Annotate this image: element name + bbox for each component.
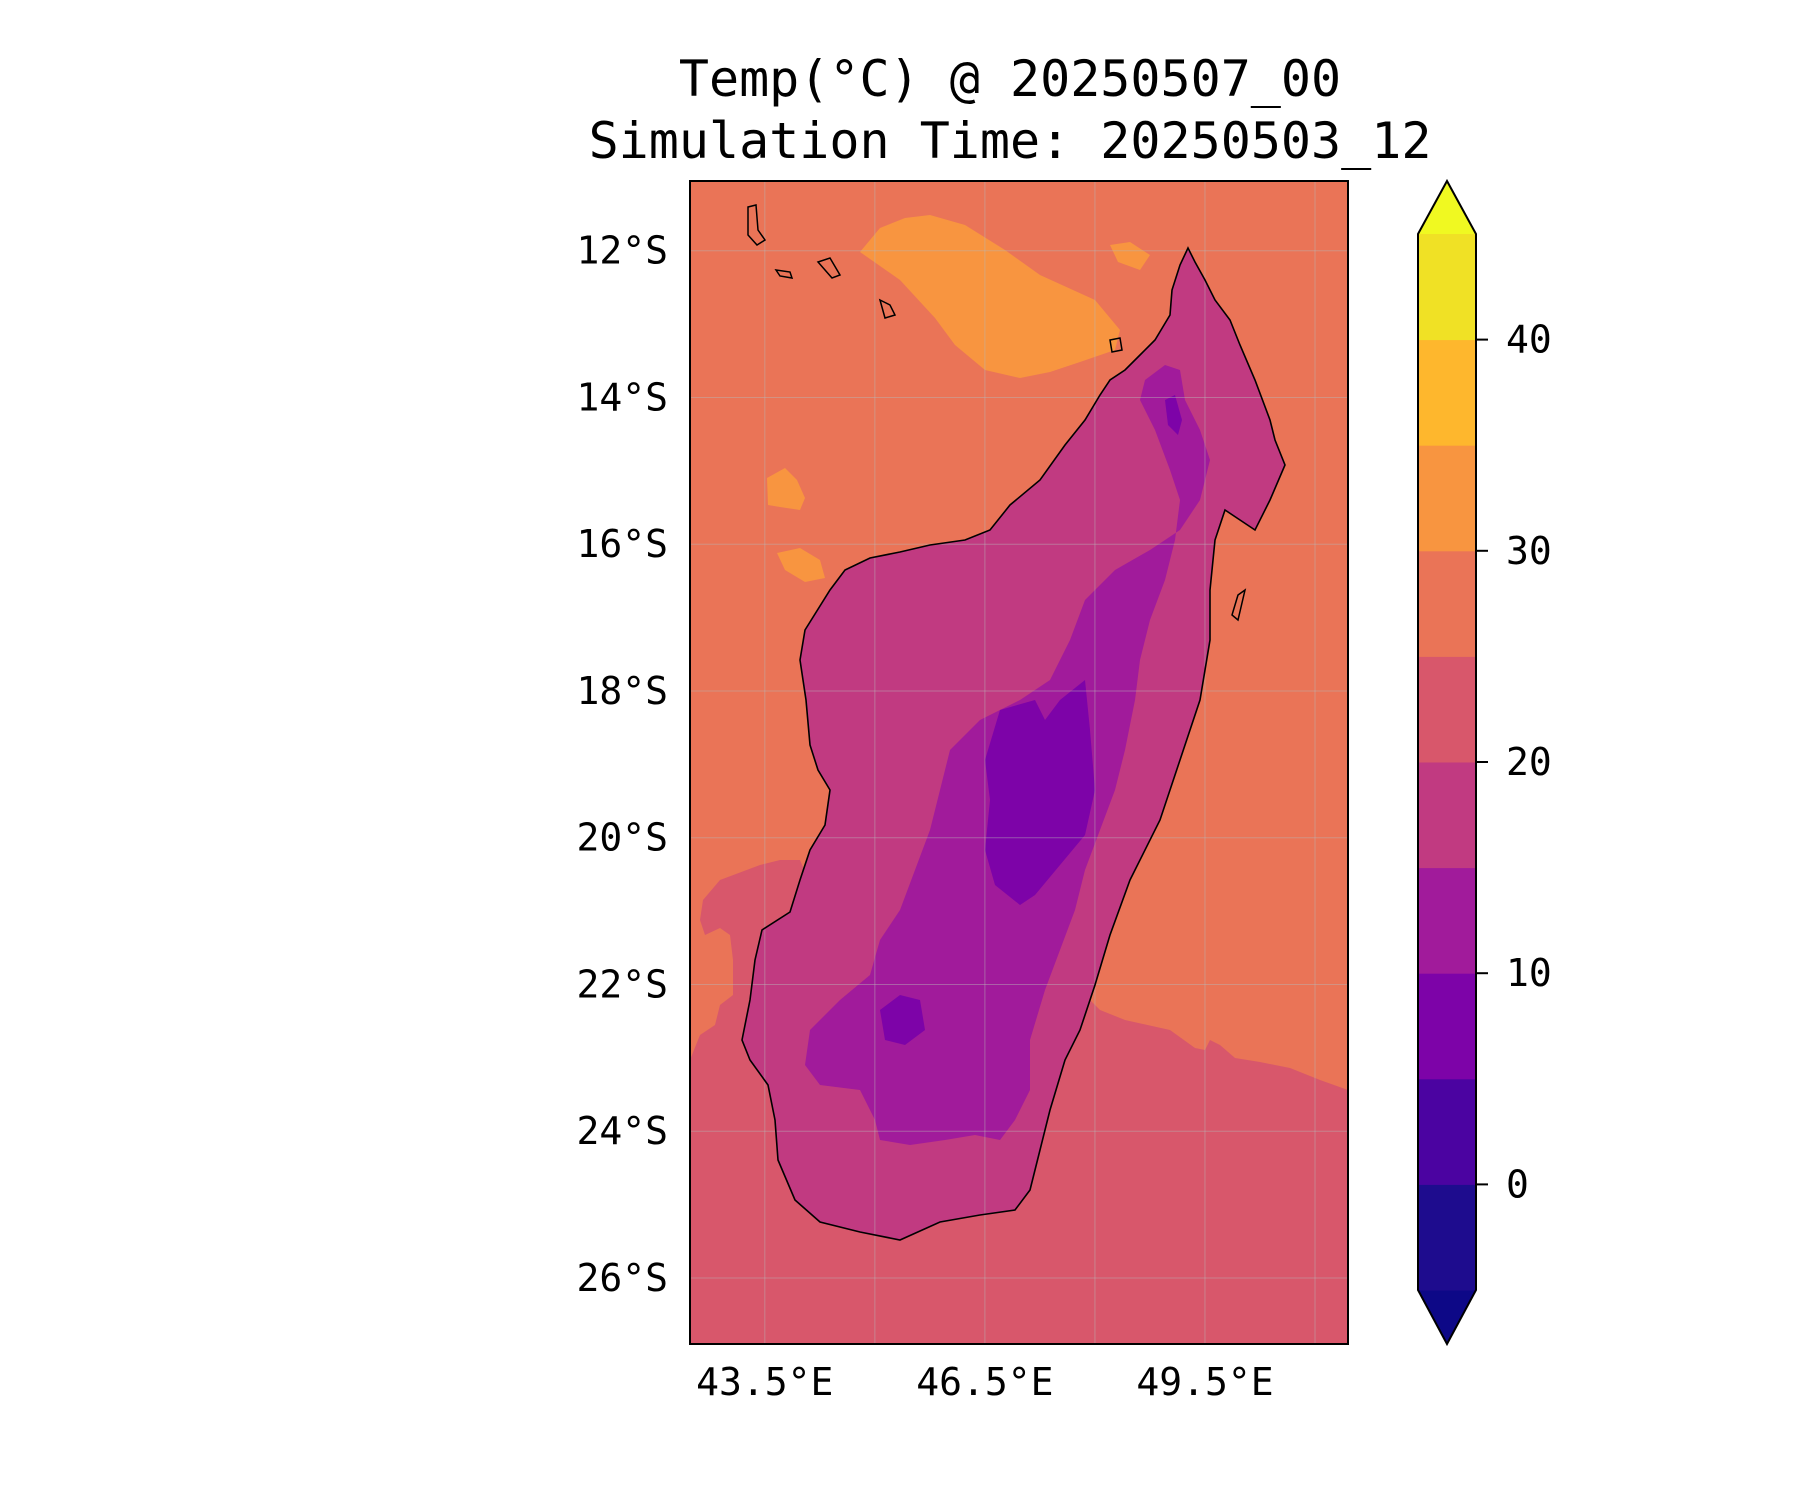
lat-tick-label: 26°S [576,1256,668,1300]
island-sainte-marie [1231,588,1247,622]
colorbar-band [1418,550,1476,657]
lon-tick-label: 49.5°E [1136,1360,1273,1404]
lat-tick-label: 12°S [576,229,668,273]
colorbar-band [1418,339,1476,446]
lat-tick-labels: 12°S 14°S 16°S 18°S 20°S 22°S 24°S 26°S [576,229,668,1300]
lon-tick-label: 46.5°E [916,1360,1053,1404]
colorbar: 0 10 20 30 40 [1417,178,1552,1347]
lat-tick-label: 16°S [576,522,668,566]
lon-tick-labels: 43.5°E 46.5°E 49.5°E [696,1360,1273,1404]
island-nosy-be [1109,337,1123,353]
colorbar-band [1418,234,1476,341]
colorbar-tick-label: 40 [1506,318,1552,362]
colorbar-band [1418,656,1476,763]
lat-tick-label: 18°S [576,669,668,713]
island-mayotte [878,298,897,319]
warm-sea-patch-northeast [1110,242,1150,270]
land-coldest-patch-south [880,995,925,1045]
lat-tick-label: 14°S [576,375,668,419]
colorbar-band [1418,445,1476,552]
map-field [690,181,1348,1344]
colorbar-band [1418,762,1476,869]
island-comoros-2 [774,269,794,279]
colorbar-outline [1417,178,1477,1347]
lon-tick-label: 43.5°E [696,1360,833,1404]
island-comoros-1 [747,204,767,246]
lat-tick-label: 22°S [576,962,668,1006]
land-coldest-patch-north [1165,395,1182,435]
colorbar-tick-label: 30 [1506,529,1552,573]
colorbar-tick-label: 0 [1506,1162,1529,1206]
map-frame [689,180,1349,1345]
island-comoros-3 [816,257,842,279]
colorbar-tick-label: 10 [1506,951,1552,995]
lat-tick-label: 24°S [576,1109,668,1153]
lat-tick-label: 20°S [576,816,668,860]
land-coldest-region [985,680,1095,905]
map-title: Temp(°C) @ 20250507_00 [678,50,1342,108]
warm-sea-patch-west [767,468,805,510]
colorbar-band [1418,1184,1476,1291]
coastline-madagascar [741,246,1286,1241]
colorbar-extend-min [1418,1290,1476,1344]
colorbar-tick-label: 20 [1506,740,1552,784]
warm-sea-patch-north [860,215,1120,378]
map-subtitle: Simulation Time: 20250503_12 [588,112,1432,170]
colorbar-band [1418,973,1476,1080]
colorbar-band [1418,867,1476,974]
gridlines [690,181,1348,1344]
colorbar-extend-max [1418,181,1476,234]
warm-sea-patch-southwest [777,548,825,582]
colorbar-band [1418,1078,1476,1185]
